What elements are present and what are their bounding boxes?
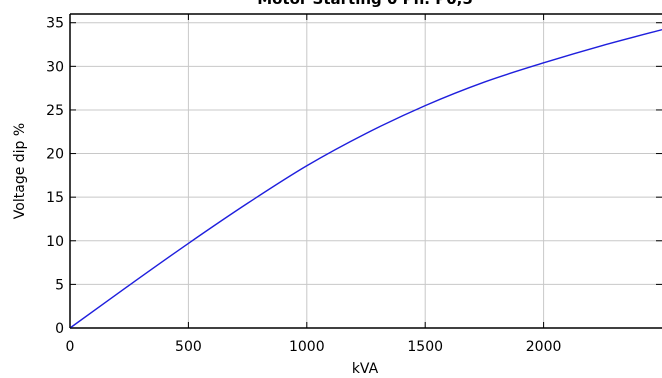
- x-tick-label: 1000: [289, 339, 325, 355]
- plot-frame: [69, 13, 662, 329]
- y-tick-label: 15: [46, 190, 64, 206]
- x-tick-labels: 0 500 1000 1500 2000: [66, 339, 562, 355]
- grid-lines: [70, 14, 662, 328]
- x-tick-label: 500: [175, 339, 202, 355]
- y-tick-label: 30: [46, 59, 64, 75]
- y-tick-label: 25: [46, 103, 64, 119]
- y-axis-title: Voltage dip %: [12, 123, 28, 219]
- y-tick-label: 5: [55, 277, 64, 293]
- x-tick-label: 0: [66, 339, 75, 355]
- series-layer: [69, 29, 662, 329]
- tick-marks: [69, 14, 662, 329]
- chart-title: Motor Starting 0 Ph. P0,5: [257, 0, 473, 8]
- y-tick-labels: 0 5 10 15 20 25 30 35: [46, 16, 64, 337]
- x-tick-label: 2000: [526, 339, 562, 355]
- y-tick-label: 0: [55, 321, 64, 337]
- y-tick-label: 35: [46, 16, 64, 32]
- y-tick-label: 20: [46, 147, 64, 163]
- x-axis-title: kVA: [352, 361, 379, 377]
- y-tick-label: 10: [46, 234, 64, 250]
- voltage-dip-series-line: [69, 29, 662, 329]
- x-tick-label: 1500: [407, 339, 443, 355]
